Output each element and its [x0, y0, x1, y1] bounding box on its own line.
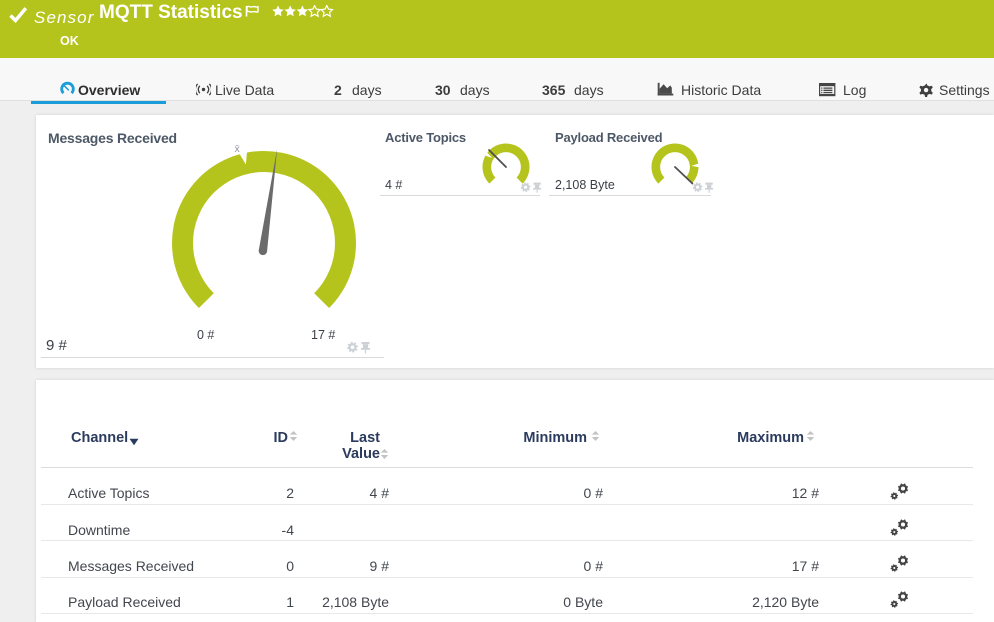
svg-text:x̄: x̄: [235, 143, 241, 155]
